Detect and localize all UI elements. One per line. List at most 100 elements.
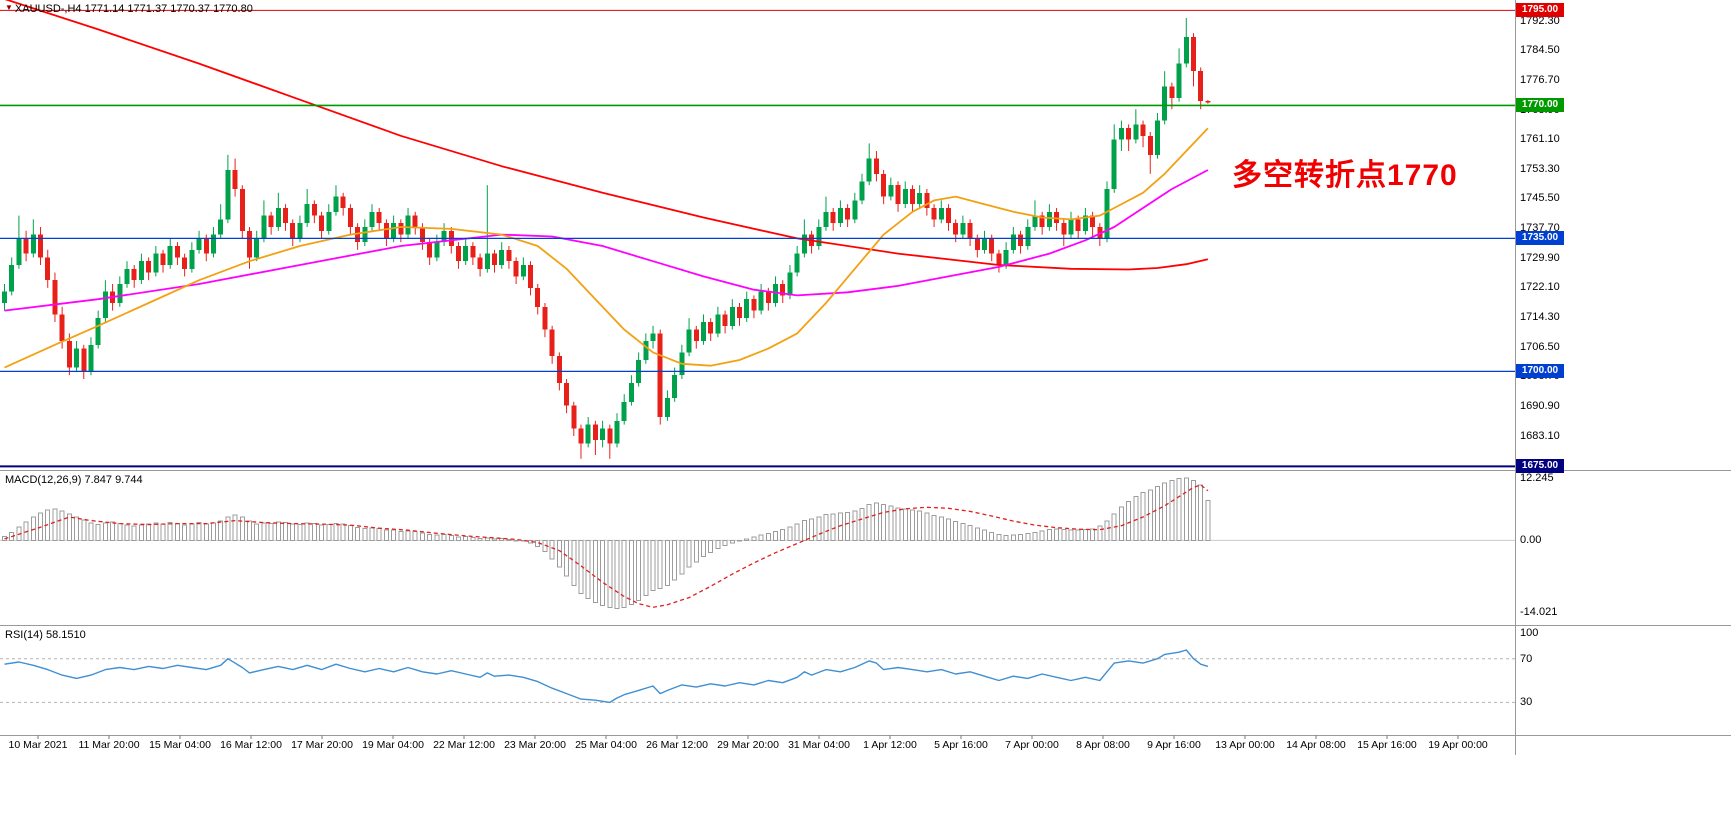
macd-histogram-bar <box>110 521 116 541</box>
macd-histogram-bar <box>441 533 447 541</box>
macd-histogram-bar <box>1090 528 1096 541</box>
macd-histogram-bar <box>636 539 642 602</box>
candle-body <box>405 215 411 235</box>
candle-body <box>1162 86 1168 121</box>
candle-body <box>254 238 260 258</box>
candle-body <box>1003 249 1009 265</box>
macd-histogram-bar <box>427 533 433 541</box>
candle-body <box>780 284 786 296</box>
candle-body <box>232 170 238 189</box>
macd-histogram-bar <box>470 536 476 542</box>
candle-body <box>1075 219 1081 231</box>
candle-body <box>657 333 663 417</box>
candle-body <box>9 265 15 292</box>
macd-histogram-bar <box>225 516 231 541</box>
macd-histogram-bar <box>297 524 303 541</box>
macd-histogram-bar <box>693 539 699 563</box>
candle-body <box>989 238 995 254</box>
candle-body <box>528 265 533 288</box>
candle-body <box>412 215 418 227</box>
candle-body <box>189 249 195 269</box>
candle-body <box>845 208 851 220</box>
chart-symbol-period: XAUUSD-,H4 <box>14 3 82 15</box>
candle-body <box>138 261 144 281</box>
candle-body <box>225 170 231 220</box>
candle-body <box>153 253 159 273</box>
macd-histogram-bar <box>1068 529 1074 541</box>
macd-histogram-bar <box>189 523 195 541</box>
candle-body <box>30 234 36 254</box>
macd-histogram-bar <box>996 533 1002 541</box>
candle-body <box>628 382 634 402</box>
macd-histogram-bar <box>239 516 245 541</box>
candle-body <box>74 348 80 368</box>
candle-body <box>1169 86 1175 98</box>
candle-body <box>196 238 202 250</box>
candle-body <box>311 204 317 216</box>
macd-histogram-bar <box>167 522 173 541</box>
macd-histogram-bar <box>989 531 995 541</box>
candle-body <box>419 227 425 243</box>
macd-histogram-bar <box>88 522 94 541</box>
candle-body <box>182 257 188 269</box>
macd-histogram-bar <box>600 539 606 607</box>
candle-body <box>1176 63 1182 98</box>
candle-body <box>1183 37 1189 64</box>
candle-body <box>434 242 440 258</box>
macd-histogram-bar <box>895 507 901 541</box>
macd-histogram-bar <box>672 539 678 581</box>
macd-histogram-bar <box>304 522 310 541</box>
macd-histogram-bar <box>434 534 440 541</box>
candle-body <box>1046 211 1052 227</box>
candle-body <box>1090 215 1096 227</box>
candle-body <box>938 208 944 220</box>
rsi-label: RSI(14) <box>5 629 43 641</box>
macd-histogram-bar <box>715 539 721 550</box>
mid-magenta-ma-line <box>4 169 1209 312</box>
candle-body <box>1010 234 1016 250</box>
macd-histogram-bar <box>66 513 72 541</box>
candle-body <box>355 227 361 243</box>
macd-histogram-bar <box>946 518 951 541</box>
candle-body <box>801 234 807 254</box>
candle-body <box>600 428 606 440</box>
macd-histogram-bar <box>1104 520 1110 541</box>
macd-histogram-bar <box>391 529 397 541</box>
macd-histogram-bar <box>492 538 497 541</box>
annotation-text[interactable]: 多空转折点1770 <box>1232 159 1458 192</box>
candle-body <box>95 318 101 345</box>
candle-body <box>456 246 461 262</box>
macd-histogram-bar <box>1133 496 1139 542</box>
candle-body <box>261 215 267 239</box>
macd-histogram-bar <box>1039 530 1045 541</box>
candle-body <box>146 261 152 273</box>
candle-body <box>982 238 987 250</box>
macd-histogram-bar <box>708 539 714 554</box>
candle-body <box>765 291 771 303</box>
candle-body <box>708 322 714 334</box>
one-click-trading-arrow-icon[interactable]: ▼ <box>5 3 13 12</box>
candle-body <box>88 344 94 372</box>
chart-ohlc-values: 1771.14 1771.37 1770.37 1770.80 <box>84 3 253 15</box>
macd-histogram-bar <box>1061 529 1067 541</box>
candle-body <box>102 291 108 319</box>
candle-body <box>571 405 577 429</box>
macd-histogram-bar <box>830 513 836 541</box>
macd-histogram-bar <box>124 524 130 541</box>
macd-histogram-bar <box>881 504 887 541</box>
candle-body <box>881 173 887 197</box>
macd-histogram-bar <box>59 510 65 541</box>
rsi-title: RSI(14) 58.1510 <box>5 629 86 641</box>
macd-histogram-bar <box>924 512 930 541</box>
candle-body <box>463 246 469 262</box>
macd-histogram-bar <box>376 528 382 541</box>
candle-body <box>1054 211 1060 224</box>
candle-body <box>888 185 894 197</box>
candle-body <box>1061 223 1067 235</box>
candle-body <box>996 253 1002 265</box>
candle-body <box>859 181 865 201</box>
macd-histogram-bar <box>290 523 296 541</box>
macd-histogram-bar <box>1025 532 1031 541</box>
macd-histogram-bar <box>953 521 959 541</box>
